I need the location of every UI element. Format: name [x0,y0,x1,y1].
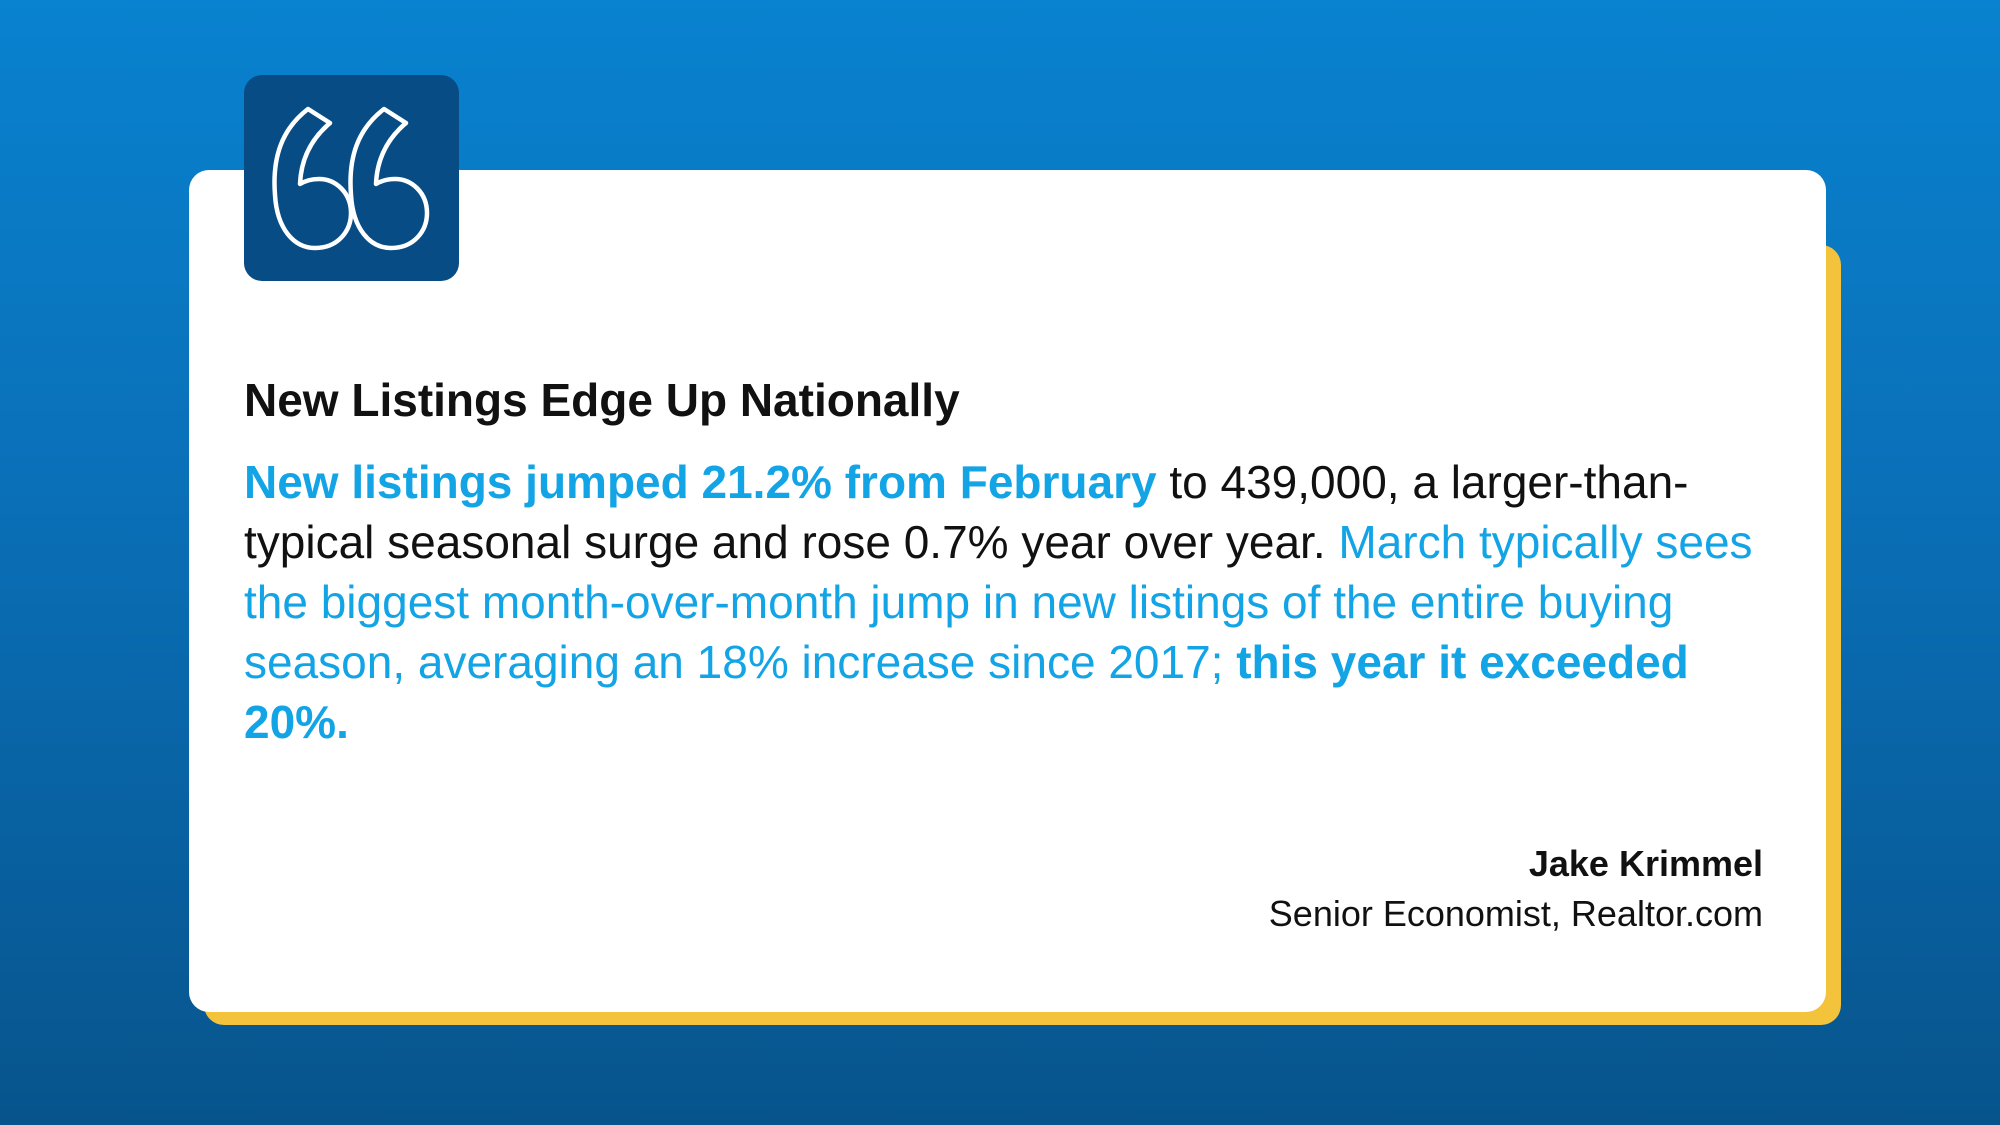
quote-card [189,170,1826,1012]
quote-body: New listings jumped 21.2% from February … [244,452,1784,752]
open-quote-icon [272,106,430,251]
quote-highlight-context: March typically sees the biggest month-o… [244,516,1753,688]
author-role: Senior Economist, Realtor.com [1268,893,1763,934]
quote-badge [244,75,459,281]
author-name: Jake Krimmel [1528,843,1763,884]
headline: New Listings Edge Up Nationally [244,374,960,426]
quote-highlight-conclusion: this year it exceeded 20%. [244,636,1689,748]
quote-highlight-lead: New listings jumped 21.2% from February [244,456,1157,508]
quote-text-plain: to 439,000, a larger-than-typical season… [244,456,1689,568]
attribution: Jake Krimmel Senior Economist, Realtor.c… [1269,840,1763,938]
